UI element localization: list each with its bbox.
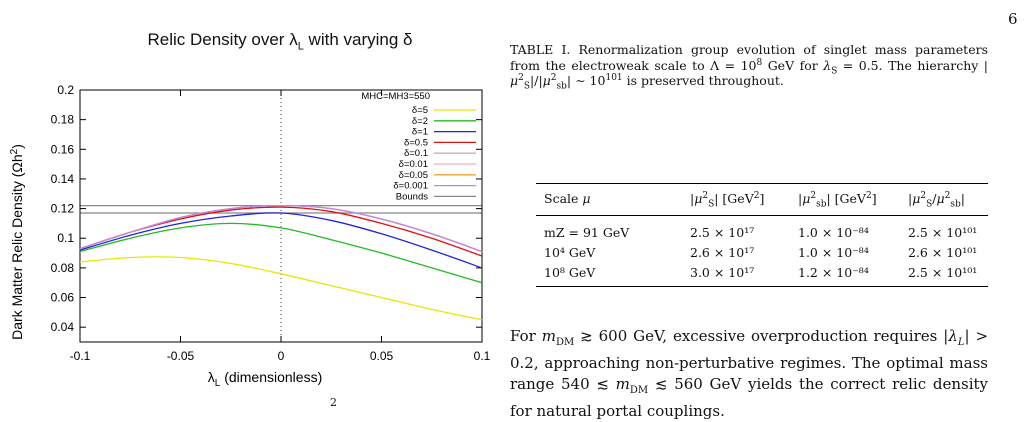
y-tick-label: 0.12 bbox=[51, 202, 75, 216]
table-cell: 2.5 × 10¹⁰¹ bbox=[908, 225, 978, 240]
table-row: mZ = 91 GeV 2.5 × 10¹⁷ 1.0 × 10⁻⁸⁴ 2.5 × 10… bbox=[536, 225, 988, 243]
x-axis-label: λL (dimensionless) bbox=[208, 369, 323, 389]
header-mu-sb: |μ2sb| [GeV2] bbox=[798, 191, 877, 210]
page-number: 6 bbox=[1008, 10, 1018, 28]
header-ratio: |μ2S/μ2sb| bbox=[908, 191, 965, 210]
table-row: 10⁸ GeV 3.0 × 10¹⁷ 1.2 × 10⁻⁸⁴ 2.5 × 10¹⁰¹ bbox=[536, 265, 988, 283]
header-scale: Scale μ bbox=[544, 191, 591, 206]
x-tick-label: 0.05 bbox=[370, 349, 394, 363]
table-top-rule bbox=[536, 183, 988, 184]
y-tick-label: 0.1 bbox=[57, 231, 74, 245]
legend-label: δ=0.05 bbox=[399, 170, 428, 181]
table-cell: 3.0 × 10¹⁷ bbox=[690, 265, 755, 280]
relic-density-chart: 0.04 0.06 0.08 0.1 0.12 0.14 0.16 0.18 0.2 -0.1 -0… bbox=[9, 83, 491, 389]
legend-label: δ=0.01 bbox=[399, 159, 428, 170]
legend-header: MHC=MH3=550 bbox=[361, 91, 430, 102]
table-bottom-rule bbox=[536, 286, 988, 287]
table-cell: 1.2 × 10⁻⁸⁴ bbox=[798, 265, 869, 280]
legend-label: δ=2 bbox=[412, 116, 428, 127]
x-tick-label: 0 bbox=[278, 349, 285, 363]
legend-label: δ=1 bbox=[412, 127, 428, 138]
legend-label: Bounds bbox=[396, 191, 428, 202]
table-cell: 2.6 × 10¹⁷ bbox=[690, 245, 755, 260]
chart-title: Relic Density over λL with varying δ bbox=[147, 30, 413, 53]
series-line-0 bbox=[79, 256, 483, 321]
page-fragment: 2 bbox=[330, 396, 337, 409]
table-cell: mZ = 91 GeV bbox=[544, 225, 630, 240]
table-row: 10⁴ GeV 2.6 × 10¹⁷ 1.0 × 10⁻⁸⁴ 2.6 × 10¹⁰¹ bbox=[536, 245, 988, 263]
table-cell: 2.6 × 10¹⁰¹ bbox=[908, 245, 978, 260]
y-tick-label: 0.2 bbox=[57, 83, 74, 97]
table-cell: 1.0 × 10⁻⁸⁴ bbox=[798, 245, 869, 260]
body-paragraph: For mDM ≳ 600 GeV, excessive overproduct… bbox=[510, 327, 989, 420]
rg-evolution-table: Scale μ |μ2S| [GeV2] |μ2sb| [GeV2] |μ2S/… bbox=[536, 183, 988, 293]
legend-label: δ=0.001 bbox=[393, 181, 428, 192]
table-cell: 10⁸ GeV bbox=[544, 265, 596, 280]
header-mu-s: |μ2S| [GeV2] bbox=[690, 191, 765, 210]
series-line-2 bbox=[79, 212, 483, 269]
table-cell: 2.5 × 10¹⁰¹ bbox=[908, 265, 978, 280]
table-cell: 2.5 × 10¹⁷ bbox=[690, 225, 755, 240]
legend-label: δ=5 bbox=[412, 105, 428, 116]
y-tick-label: 0.04 bbox=[51, 320, 75, 334]
x-tick-label: 0.1 bbox=[474, 349, 491, 363]
table-cell: 1.0 × 10⁻⁸⁴ bbox=[798, 225, 869, 240]
series-line-1 bbox=[79, 222, 483, 284]
y-tick-label: 0.18 bbox=[51, 113, 75, 127]
legend-label: δ=0.1 bbox=[404, 148, 428, 159]
y-tick-label: 0.16 bbox=[51, 142, 75, 156]
legend-label: δ=0.5 bbox=[404, 137, 428, 148]
table-header-row: Scale μ |μ2S| [GeV2] |μ2sb| [GeV2] |μ2S/… bbox=[536, 191, 988, 210]
table-mid-rule bbox=[536, 215, 988, 216]
y-tick-label: 0.06 bbox=[51, 291, 75, 305]
x-tick-label: -0.05 bbox=[167, 349, 195, 363]
y-tick-label: 0.14 bbox=[51, 172, 75, 186]
series-line-7 bbox=[79, 204, 483, 253]
table-caption: TABLE I. Renormalization group evolution… bbox=[510, 42, 988, 92]
x-tick-label: -0.1 bbox=[70, 349, 91, 363]
y-axis-label: Dark Matter Relic Density (Ωh2) bbox=[9, 144, 25, 340]
y-tick-label: 0.08 bbox=[51, 261, 75, 275]
table-cell: 10⁴ GeV bbox=[544, 245, 596, 260]
